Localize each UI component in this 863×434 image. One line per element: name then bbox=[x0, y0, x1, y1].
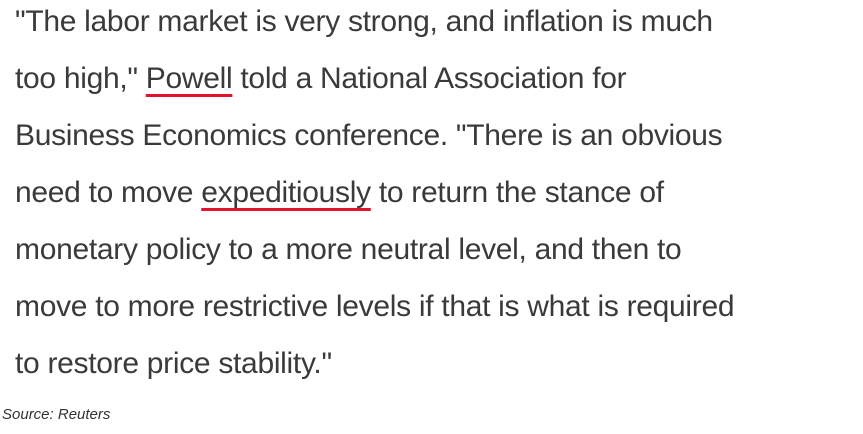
text: Business Economics conference. "There is… bbox=[15, 119, 723, 152]
link[interactable]: expeditiously bbox=[201, 176, 371, 209]
text: told a National Association for bbox=[232, 62, 627, 95]
text: move to more restrictive levels if that … bbox=[15, 290, 735, 323]
link[interactable]: Powell bbox=[145, 62, 233, 95]
quote-line: move to more restrictive levels if that … bbox=[15, 285, 735, 329]
quote-line: too high," Powell told a National Associ… bbox=[15, 57, 627, 101]
text: to return the stance of bbox=[370, 176, 664, 209]
quote-line: to restore price stability." bbox=[15, 342, 332, 386]
text: too high," bbox=[15, 62, 146, 95]
quote-line: monetary policy to a more neutral level,… bbox=[15, 228, 682, 272]
quote-line: need to move expeditiously to return the… bbox=[15, 171, 664, 215]
source: Source: Reuters bbox=[2, 406, 111, 423]
quote-line: Business Economics conference. "There is… bbox=[15, 114, 723, 158]
text: need to move bbox=[15, 176, 202, 209]
quote-line: "The labor market is very strong, and in… bbox=[15, 0, 713, 44]
text: to restore price stability." bbox=[15, 347, 332, 380]
text: "The labor market is very strong, and in… bbox=[15, 5, 713, 38]
text: monetary policy to a more neutral level,… bbox=[15, 233, 682, 266]
